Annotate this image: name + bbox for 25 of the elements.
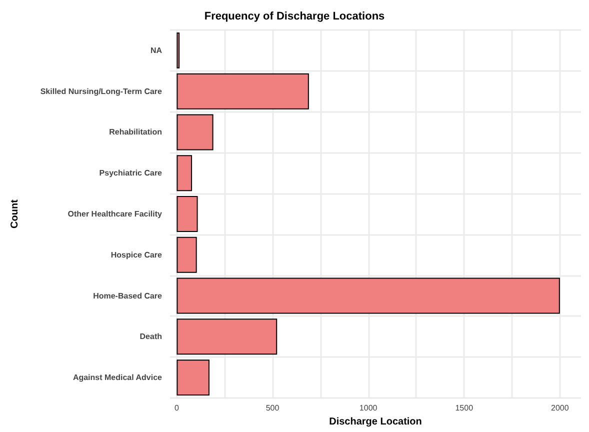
bar [176,114,214,150]
bar [176,196,198,232]
bar [176,278,560,314]
y-tick-label: NA [150,46,162,55]
y-tick-label: Hospice Care [110,250,163,260]
y-tick-label: Psychiatric Care [99,168,163,178]
chart-title: Frequency of Discharge Locations [204,10,385,22]
bar [176,318,278,355]
bar [176,236,197,273]
y-tick-label: Home-Based Care [93,291,163,300]
y-axis-title: Count [10,198,20,228]
y-tick-label: Rehabilitation [109,128,162,137]
x-tick-label: 500 [266,404,280,412]
bar [176,155,192,192]
bar [176,360,210,396]
bar [176,73,309,110]
y-tick-label: Skilled Nursing/Long-Term Care [40,86,163,96]
y-tick-label: Other Healthcare Facility [68,210,163,218]
y-tick-label: Death [140,332,162,342]
x-tick-label: 1000 [359,404,378,412]
x-tick-label: 0 [174,404,180,412]
y-tick-label: Against Medical Advice [72,373,163,382]
x-axis-title: Discharge Location [329,416,422,428]
x-tick-label: 2000 [551,404,570,412]
x-tick-label: 1500 [455,404,474,412]
